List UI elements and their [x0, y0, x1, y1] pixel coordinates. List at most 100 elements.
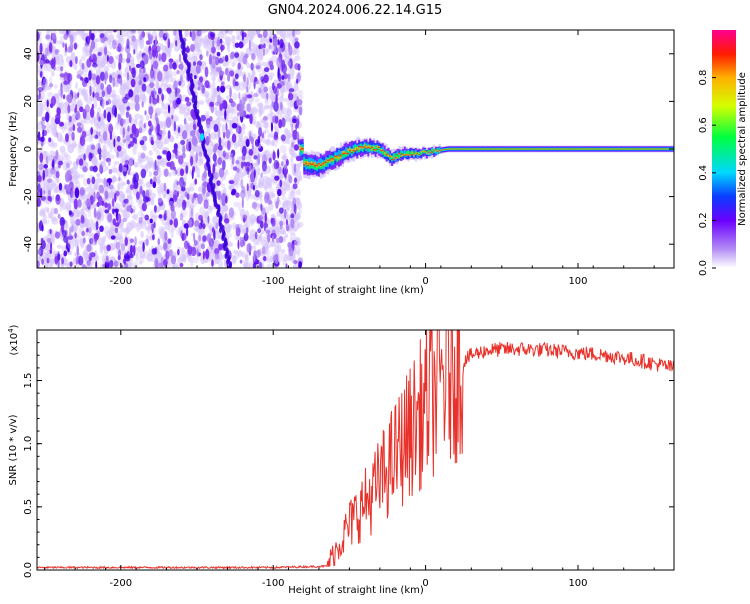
noise-blob — [251, 63, 254, 71]
noise-blob — [104, 47, 107, 56]
noise-blob — [150, 219, 153, 224]
noise-speckle — [55, 186, 58, 192]
noise-speckle — [125, 83, 128, 89]
noise-blob — [280, 222, 283, 229]
noise-blob — [144, 215, 149, 221]
noise-blob — [186, 46, 189, 53]
noise-blob — [97, 97, 103, 101]
noise-blob — [173, 167, 176, 171]
noise-blob — [143, 77, 146, 82]
noise-speckle — [139, 261, 142, 265]
noise-blob — [119, 55, 122, 63]
noise-blob — [126, 38, 129, 49]
noise-speckle — [241, 251, 245, 257]
noise-speckle — [294, 220, 299, 227]
noise-blob — [120, 80, 122, 86]
noise-blob — [280, 102, 283, 111]
noise-speckle — [59, 102, 64, 109]
noise-blob — [241, 161, 244, 168]
noise-blob — [66, 163, 70, 168]
noise-blob — [126, 135, 131, 142]
noise-blob — [124, 199, 129, 204]
noise-blob — [217, 52, 221, 57]
noise-blob — [74, 43, 77, 50]
noise-blob — [85, 104, 90, 112]
noise-blob — [279, 180, 282, 188]
noise-blob — [38, 163, 43, 170]
noise-speckle — [75, 82, 78, 89]
noise-blob — [253, 93, 258, 97]
noise-blob — [152, 181, 156, 188]
noise-blob — [285, 263, 287, 270]
noise-blob — [143, 196, 149, 203]
noise-speckle — [39, 111, 43, 118]
noise-blob — [67, 170, 72, 177]
noise-blob — [82, 166, 87, 172]
noise-speckle — [59, 61, 63, 65]
noise-blob — [288, 243, 291, 253]
noise-blob — [100, 83, 104, 90]
noise-speckle — [138, 245, 143, 252]
noise-blob — [80, 77, 83, 81]
noise-blob — [164, 168, 169, 177]
noise-speckle — [251, 42, 256, 48]
noise-blob — [128, 89, 133, 97]
noise-blob — [291, 142, 294, 147]
noise-blob — [243, 55, 248, 64]
noise-blob — [277, 189, 282, 196]
noise-speckle — [188, 57, 194, 61]
noise-blob — [161, 93, 164, 101]
noise-speckle — [43, 67, 48, 71]
noise-blob — [294, 41, 300, 48]
noise-blob — [298, 261, 302, 268]
noise-blob — [96, 211, 101, 220]
noise-blob — [278, 167, 282, 174]
noise-blob — [179, 53, 181, 62]
noise-blob — [157, 94, 160, 103]
noise-blob — [243, 74, 246, 82]
noise-blob — [267, 195, 271, 205]
noise-blob — [293, 183, 298, 189]
noise-blob — [288, 45, 292, 56]
noise-blob — [247, 103, 251, 112]
noise-blob — [196, 241, 198, 245]
noise-blob — [66, 73, 71, 77]
noise-blob — [235, 160, 239, 164]
noise-blob — [97, 112, 100, 121]
noise-blob — [194, 220, 199, 227]
noise-blob — [225, 55, 229, 62]
noise-blob — [59, 122, 64, 127]
noise-blob — [263, 116, 268, 121]
noise-blob — [141, 152, 146, 158]
noise-blob — [263, 43, 265, 48]
noise-blob — [83, 153, 85, 161]
noise-speckle — [286, 130, 291, 140]
noise-speckle — [155, 139, 162, 143]
noise-blob — [183, 201, 186, 207]
noise-blob — [77, 122, 82, 126]
noise-blob — [229, 207, 234, 217]
noise-speckle — [196, 174, 200, 178]
noise-blob — [49, 42, 53, 53]
noise-speckle — [232, 93, 238, 101]
noise-blob — [67, 104, 70, 113]
noise-speckle — [199, 100, 204, 105]
noise-blob — [218, 145, 223, 151]
noise-blob — [178, 126, 180, 133]
noise-blob — [47, 100, 49, 108]
noise-speckle — [51, 216, 57, 221]
noise-blob — [96, 221, 99, 231]
noise-speckle — [126, 189, 129, 194]
noise-blob — [94, 135, 98, 139]
noise-blob — [99, 185, 104, 194]
noise-blob — [232, 123, 237, 129]
noise-blob — [157, 155, 162, 159]
noise-blob — [108, 123, 113, 134]
noise-blob — [124, 253, 129, 259]
noise-blob — [271, 122, 273, 132]
noise-blob — [223, 150, 226, 157]
noise-blob — [87, 178, 91, 184]
noise-blob — [77, 126, 82, 133]
noise-speckle — [241, 123, 245, 130]
noise-blob — [246, 77, 248, 86]
